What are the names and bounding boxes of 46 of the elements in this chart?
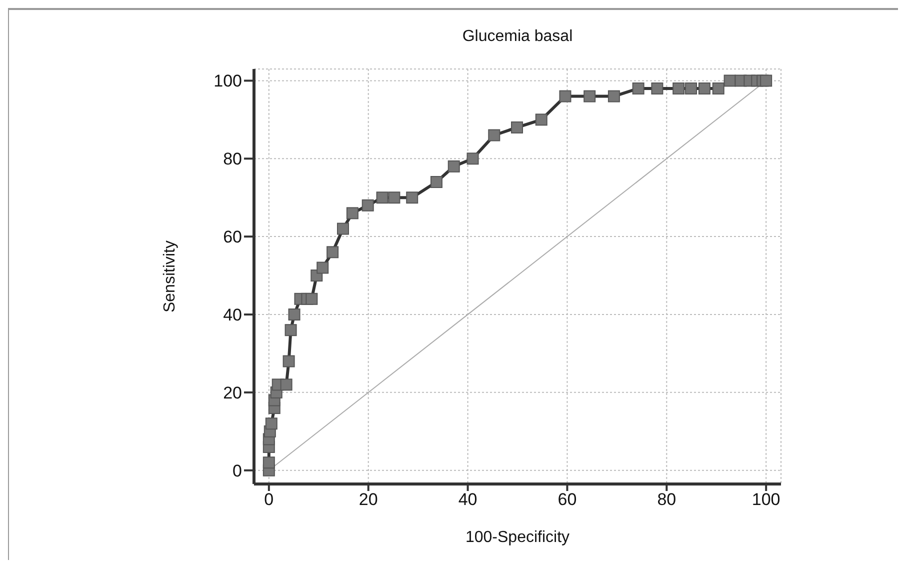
- point: [284, 324, 297, 336]
- point: [265, 418, 278, 430]
- point: [559, 90, 572, 102]
- point: [685, 82, 698, 94]
- point: [282, 355, 295, 368]
- point: [584, 90, 596, 102]
- point: [698, 82, 710, 94]
- point: [280, 378, 292, 391]
- x-tick-label: 100: [752, 490, 780, 510]
- point: [362, 199, 374, 212]
- point: [672, 82, 685, 94]
- point: [488, 129, 500, 142]
- point: [466, 152, 479, 165]
- x-tick-label: 80: [657, 490, 676, 510]
- point: [608, 90, 620, 102]
- x-tick-label: 0: [264, 490, 274, 510]
- x-tick-label: 20: [358, 490, 378, 510]
- x-axis-title: 100-Specificity: [465, 529, 570, 546]
- point: [376, 192, 388, 204]
- point: [448, 160, 460, 172]
- y-tick-label: 60: [223, 228, 242, 247]
- y-axis-title: Sensitivity: [162, 240, 179, 313]
- point: [406, 192, 418, 204]
- x-tick-label: 40: [458, 490, 478, 510]
- point: [535, 114, 548, 126]
- point: [288, 308, 300, 320]
- y-tick-label: 80: [223, 150, 242, 169]
- point: [388, 192, 400, 204]
- point: [430, 176, 442, 188]
- y-tick-label: 20: [223, 383, 242, 402]
- point: [712, 82, 724, 94]
- point: [306, 292, 318, 305]
- point: [336, 222, 349, 235]
- x-tick-label: 60: [558, 490, 577, 510]
- point: [632, 82, 644, 94]
- point: [760, 74, 772, 87]
- point: [262, 456, 275, 469]
- point: [511, 121, 524, 134]
- y-tick-label: 100: [214, 72, 242, 91]
- chart-title: Glucemia basal: [461, 28, 574, 46]
- y-tick-label: 0: [232, 461, 242, 480]
- y-tick-label: 40: [223, 306, 242, 325]
- point: [346, 207, 358, 220]
- point: [651, 82, 664, 94]
- point: [326, 246, 339, 258]
- point: [316, 262, 329, 274]
